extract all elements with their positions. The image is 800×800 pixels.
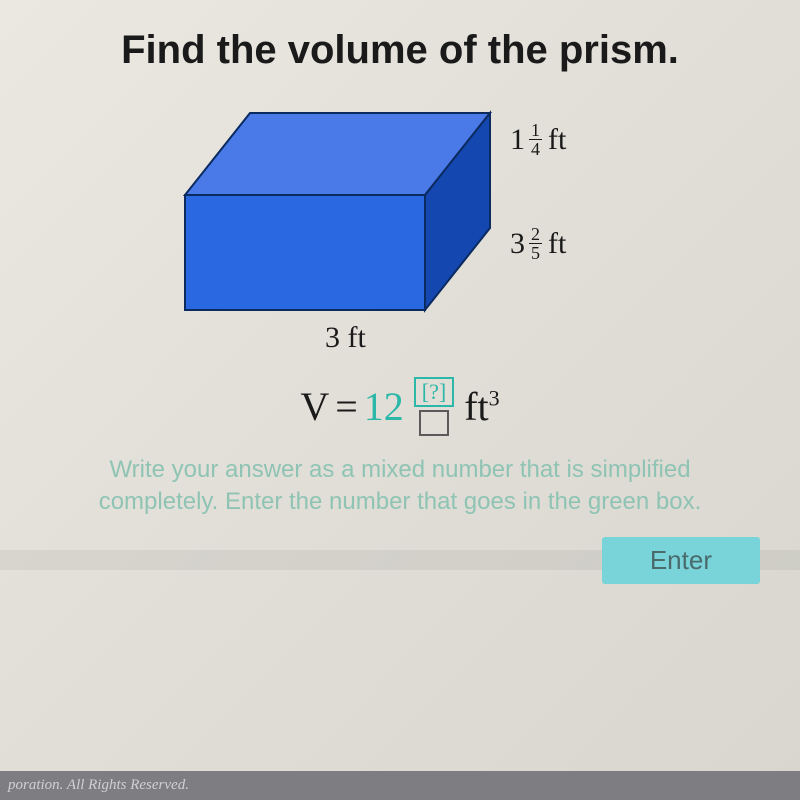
- footer-copyright: poration. All Rights Reserved.: [0, 771, 800, 800]
- enter-row: Enter: [0, 537, 800, 584]
- instruction-line-1: Write your answer as a mixed number that…: [109, 456, 690, 483]
- formula-whole: 12: [364, 383, 404, 430]
- instruction-text: Write your answer as a mixed number that…: [0, 454, 800, 519]
- formula-lhs: V: [300, 383, 329, 430]
- enter-button[interactable]: Enter: [602, 537, 760, 584]
- depth-unit: ft: [548, 227, 566, 261]
- depth-fraction: 2 5: [529, 225, 542, 262]
- dimension-width: 3 ft: [325, 321, 366, 355]
- numerator-input-box[interactable]: [?]: [414, 377, 454, 407]
- prism-front: [185, 195, 425, 310]
- height-unit: ft: [548, 123, 566, 157]
- problem-title: Find the volume of the prism.: [0, 28, 800, 73]
- depth-whole: 3: [510, 227, 525, 261]
- volume-formula: V = 12 [?] ft3: [0, 377, 800, 436]
- denominator-input-box[interactable]: [419, 410, 449, 436]
- formula-fraction-input: [?]: [414, 377, 454, 436]
- dimension-height: 1 1 4 ft: [510, 121, 566, 158]
- instruction-line-2: completely. Enter the number that goes i…: [99, 488, 702, 515]
- prism-svg: [180, 105, 510, 325]
- dimension-depth: 3 2 5 ft: [510, 225, 566, 262]
- height-whole: 1: [510, 123, 525, 157]
- height-fraction: 1 4: [529, 121, 542, 158]
- formula-eq: =: [335, 383, 358, 430]
- prism-diagram: 1 1 4 ft 3 2 5 ft 3 ft: [150, 105, 650, 365]
- formula-unit: ft3: [464, 383, 499, 430]
- worksheet-page: Find the volume of the prism. 1 1 4 ft 3…: [0, 0, 800, 800]
